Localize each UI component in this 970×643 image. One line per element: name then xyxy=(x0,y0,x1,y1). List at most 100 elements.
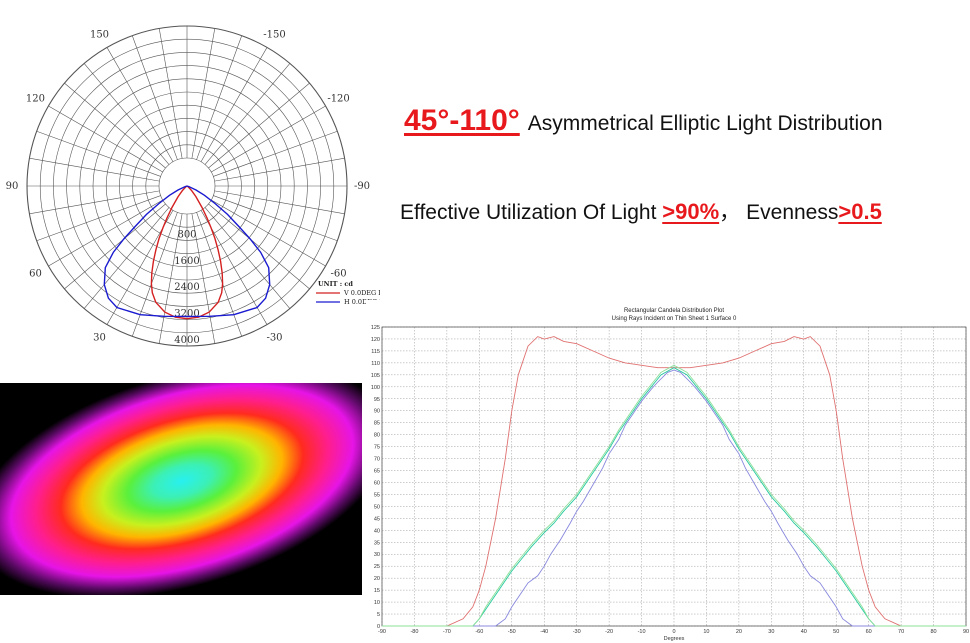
polar-spoke xyxy=(214,190,345,215)
rect-x-tick: -90 xyxy=(378,629,386,635)
polar-spoke xyxy=(213,130,338,177)
polar-radial-label: 800 xyxy=(177,229,196,240)
rect-y-tick: 5 xyxy=(377,612,380,618)
polar-spoke xyxy=(131,35,178,160)
rect-y-tick: 20 xyxy=(374,576,380,582)
rect-x-tick: 30 xyxy=(768,629,774,635)
polar-angle-label: 90 xyxy=(6,181,19,192)
rect-x-tick: 40 xyxy=(801,629,807,635)
rect-y-tick: 85 xyxy=(374,421,380,427)
polar-spoke xyxy=(208,82,310,169)
rect-x-tick: -20 xyxy=(605,629,613,635)
light-spot-heatmap xyxy=(0,383,362,595)
rect-y-tick: 95 xyxy=(374,397,380,403)
rect-y-tick: 65 xyxy=(374,469,380,475)
performance-line: Effective Utilization Of Light >90%， Even… xyxy=(400,196,882,226)
rect-x-tick: 60 xyxy=(866,629,872,635)
polar-spoke xyxy=(211,199,326,267)
rect-y-tick: 60 xyxy=(374,480,380,486)
evenness-label: Evenness xyxy=(746,201,839,224)
rect-y-tick: 0 xyxy=(377,624,380,630)
polar-spoke xyxy=(200,47,268,162)
polar-spoke xyxy=(213,195,338,242)
rect-x-tick: -40 xyxy=(540,629,548,635)
rect-series-3 xyxy=(382,364,966,627)
rect-x-tick: -10 xyxy=(638,629,646,635)
polar-angle-label: 60 xyxy=(29,269,42,280)
polar-angle-label: 150 xyxy=(90,29,109,40)
rect-y-tick: 70 xyxy=(374,457,380,463)
polar-spoke xyxy=(48,199,163,267)
rect-x-tick: 0 xyxy=(672,629,675,635)
polar-unit-label: UNIT : cd xyxy=(318,280,353,288)
polar-spoke xyxy=(48,105,163,173)
rect-y-tick: 100 xyxy=(371,385,380,391)
rect-y-tick: 35 xyxy=(374,540,380,546)
polar-spoke xyxy=(64,82,166,169)
polar-radial-label: 1600 xyxy=(174,256,199,267)
polar-angle-label: 120 xyxy=(26,94,45,105)
rect-x-tick: 10 xyxy=(703,629,709,635)
polar-spoke xyxy=(191,28,216,159)
rect-y-tick: 45 xyxy=(374,516,380,522)
evenness-value: >0.5 xyxy=(838,199,882,224)
rect-y-tick: 75 xyxy=(374,445,380,451)
rect-x-tick: -80 xyxy=(410,629,418,635)
polar-spoke xyxy=(83,207,170,309)
rect-x-axis-label: Degrees xyxy=(664,636,685,642)
polar-radial-label: 3200 xyxy=(174,309,199,320)
rect-y-tick: 25 xyxy=(374,564,380,570)
utilization-label: Effective Utilization Of Light xyxy=(400,201,657,224)
polar-spoke xyxy=(106,47,174,162)
rect-chart-subtitle: Using Rays Incident on Thin Sheet 1 Surf… xyxy=(612,316,737,322)
rectangular-candela-chart: Rectangular Candela Distribution Plot Usi… xyxy=(366,300,970,643)
polar-spoke xyxy=(158,28,183,159)
polar-spoke xyxy=(158,213,183,344)
polar-radial-label: 2400 xyxy=(174,282,199,293)
polar-spoke xyxy=(196,212,243,337)
polar-spoke xyxy=(196,35,243,160)
rect-plot-frame xyxy=(381,326,967,627)
polar-spoke xyxy=(204,63,291,165)
polar-angle-label: -150 xyxy=(263,29,285,40)
polar-spoke xyxy=(36,195,161,242)
headline-text: Asymmetrical Elliptic Light Distribution xyxy=(527,112,883,135)
polar-spoke xyxy=(29,157,160,182)
headline: 45°-110° Asymmetrical Elliptic Light Dist… xyxy=(404,104,883,138)
polar-angle-label: 30 xyxy=(93,333,106,344)
polar-spoke xyxy=(83,63,170,165)
rect-x-tick: -70 xyxy=(443,629,451,635)
rect-chart-title: Rectangular Candela Distribution Plot xyxy=(624,308,724,314)
polar-angle-label: -120 xyxy=(327,94,349,105)
headline-range: 45°-110° xyxy=(404,104,520,137)
utilization-value: >90% xyxy=(662,199,720,224)
rect-x-tick: 70 xyxy=(898,629,904,635)
rect-x-tick: 80 xyxy=(930,629,936,635)
rect-y-tick: 10 xyxy=(374,600,380,606)
rect-y-tick: 125 xyxy=(371,325,380,331)
polar-spoke xyxy=(208,203,310,290)
light-spot xyxy=(0,383,362,595)
rect-y-tick: 40 xyxy=(374,528,380,534)
polar-candela-chart: -/+1801501209060300-30-60-90-120-1508001… xyxy=(6,25,380,347)
rect-y-tick: 50 xyxy=(374,504,380,510)
polar-angle-label: -90 xyxy=(354,181,370,192)
polar-radial-label: 4000 xyxy=(174,335,199,346)
polar-series-h xyxy=(103,185,271,318)
rect-x-tick: 50 xyxy=(833,629,839,635)
polar-angle-label: -60 xyxy=(330,269,346,280)
polar-legend-item: H 0.0DEG PLAN xyxy=(344,298,380,306)
rect-y-tick: 30 xyxy=(374,552,380,558)
separator: ， xyxy=(719,201,741,224)
polar-legend-item: V 0.0DEG PLAN xyxy=(343,289,380,297)
polar-spoke xyxy=(36,130,161,177)
rect-y-tick: 115 xyxy=(371,349,380,355)
rect-y-tick: 90 xyxy=(374,409,380,415)
rect-y-tick: 120 xyxy=(371,337,380,343)
rect-y-tick: 105 xyxy=(371,373,380,379)
rect-x-tick: 90 xyxy=(963,629,969,635)
rect-y-tick: 55 xyxy=(374,492,380,498)
polar-spoke xyxy=(191,213,216,344)
rect-series-2 xyxy=(382,367,966,627)
polar-angle-label: -30 xyxy=(266,333,282,344)
